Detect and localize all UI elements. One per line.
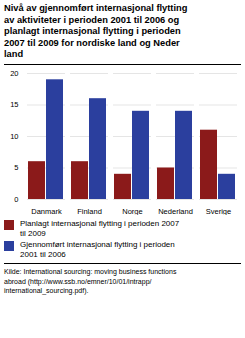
svg-text:Sverige: Sverige	[206, 207, 231, 215]
html-text:Planlagt internasjonal flyttin: Planlagt internasjonal flytting i period…	[20, 219, 180, 238]
html-text:Nivå av gjennomført internasjo: Nivå av gjennomført internasjonal flytti…	[4, 3, 188, 60]
svg-text:0: 0	[14, 195, 18, 204]
html-text:Kilde: International sourcing:: Kilde: International sourcing: moving bu…	[4, 268, 177, 294]
svg-text:Norge: Norge	[122, 207, 142, 215]
svg-text:Danmark: Danmark	[31, 207, 62, 215]
svg-text:15: 15	[10, 100, 18, 109]
svg-text:10: 10	[10, 132, 18, 141]
svg-text:5: 5	[14, 163, 18, 172]
svg-text:Nederland: Nederland	[158, 207, 193, 215]
svg-text:Finland: Finland	[77, 207, 102, 215]
html-text:Gjennomført internasjonal flyt: Gjennomført internasjonal flytting i per…	[20, 240, 175, 259]
svg-text:20: 20	[10, 69, 18, 78]
